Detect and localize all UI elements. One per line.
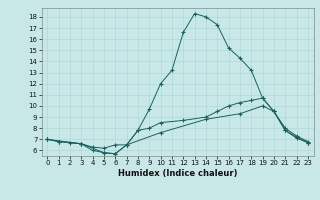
X-axis label: Humidex (Indice chaleur): Humidex (Indice chaleur)	[118, 169, 237, 178]
